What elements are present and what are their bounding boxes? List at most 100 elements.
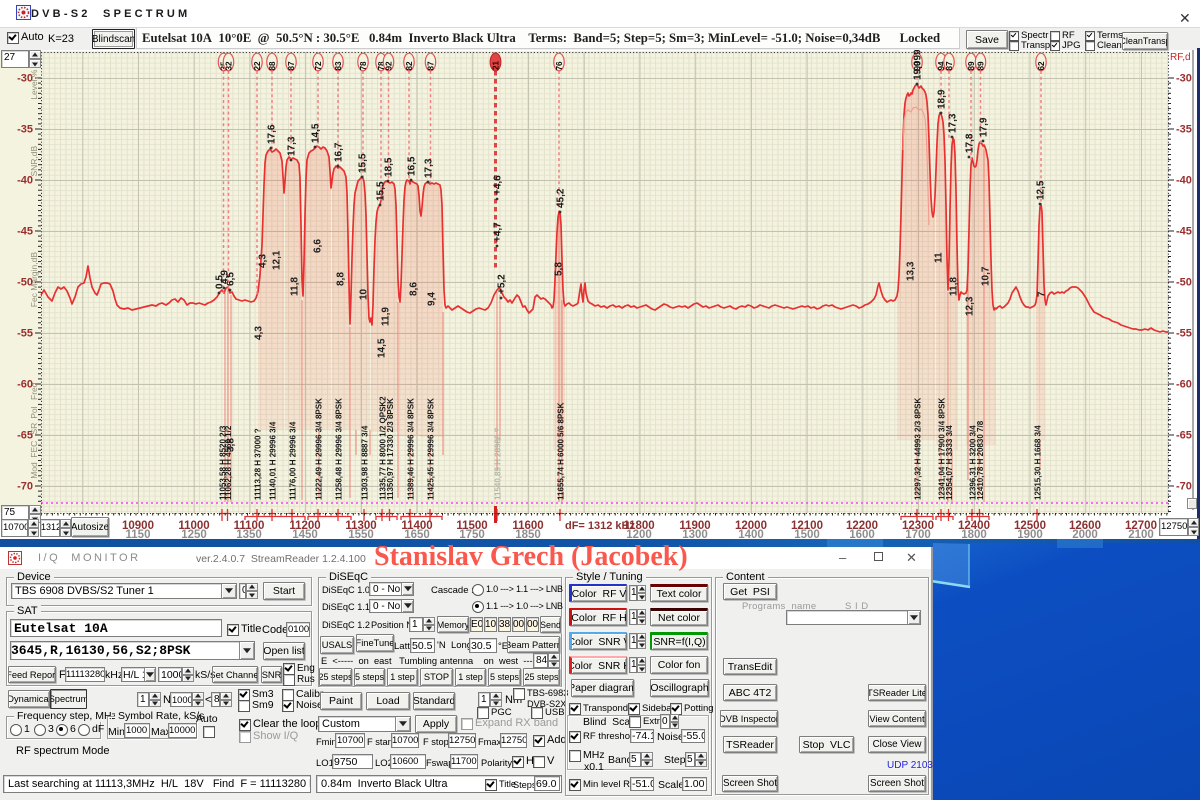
svg-text:12600: 12600 (1069, 520, 1101, 532)
svg-text:RF,d: RF,d (1170, 52, 1191, 63)
svg-text:11300: 11300 (345, 520, 376, 532)
svg-text:12341,04 H 17900 3/4 8PSK: 12341,04 H 17900 3/4 8PSK (938, 397, 947, 500)
svg-text:6,5: 6,5 (226, 272, 237, 286)
svg-text:10,7: 10,7 (981, 266, 992, 286)
svg-text:FEC: FEC (29, 441, 39, 458)
svg-text:8,8: 8,8 (336, 272, 347, 286)
svg-text:Freq: Freq (29, 382, 39, 400)
svg-text:11258,48 H 29996 3/4 8PSK: 11258,48 H 29996 3/4 8PSK (335, 398, 344, 500)
svg-text:-40: -40 (1176, 175, 1192, 187)
svg-text:1600: 1600 (849, 529, 875, 541)
svg-text:SR: SR (29, 423, 39, 435)
svg-text:72: 72 (314, 61, 323, 71)
svg-text:-40: -40 (17, 175, 33, 187)
svg-text:87: 87 (287, 61, 296, 71)
svg-text:1900: 1900 (1017, 529, 1043, 541)
svg-text:-55: -55 (1176, 328, 1192, 340)
svg-text:Mod: Mod (29, 462, 39, 479)
svg-text:11,8: 11,8 (290, 277, 301, 296)
svg-text:87: 87 (427, 61, 436, 71)
svg-text:17,3: 17,3 (948, 113, 959, 133)
svg-text:2100: 2100 (1128, 529, 1154, 541)
svg-text:11500: 11500 (456, 520, 487, 532)
svg-text:11200: 11200 (289, 520, 320, 532)
svg-text:12,3: 12,3 (965, 296, 976, 316)
svg-text:12297,32 H 44993 2/3 8PSK: 12297,32 H 44993 2/3 8PSK (914, 397, 923, 500)
svg-text:15,5: 15,5 (376, 181, 387, 201)
svg-text:-50: -50 (1176, 277, 1192, 289)
svg-text:78: 78 (377, 61, 386, 71)
svg-text:Fec Margin,dB: Fec Margin,dB (29, 252, 39, 308)
svg-text:1400: 1400 (738, 529, 764, 541)
svg-text:-35: -35 (17, 124, 33, 136)
svg-text:12400: 12400 (958, 520, 990, 532)
svg-text:4,3: 4,3 (254, 326, 265, 340)
svg-text:11140,01 H 29996 3/4: 11140,01 H 29996 3/4 (269, 421, 278, 500)
svg-text:11303,98 H 8887 3/4: 11303,98 H 8887 3/4 (361, 425, 370, 500)
svg-text:15,5: 15,5 (358, 153, 369, 173)
svg-text:12396,31 H 3200 3/4: 12396,31 H 3200 3/4 (969, 425, 978, 500)
svg-text:11655,74 H 6000 5/6 8PSK: 11655,74 H 6000 5/6 8PSK (557, 402, 566, 500)
svg-text:14,5: 14,5 (311, 123, 322, 143)
svg-text:62: 62 (1037, 61, 1046, 71)
svg-text:11113,28 H 37000 ?: 11113,28 H 37000 ? (254, 428, 263, 500)
svg-text:12,1: 12,1 (272, 250, 283, 270)
svg-text:13,3: 13,3 (906, 261, 917, 281)
svg-text:19,099: 19,099 (913, 50, 924, 80)
svg-text:-65: -65 (17, 430, 33, 442)
svg-text:7: 7 (1037, 291, 1048, 297)
svg-text:89: 89 (977, 61, 986, 71)
svg-text:+4,7: +4,7 (493, 222, 504, 242)
svg-text:88: 88 (268, 61, 277, 71)
svg-text:4,3: 4,3 (258, 254, 269, 268)
svg-text:12354,07 H 3333 3/4: 12354,07 H 3333 3/4 (945, 425, 954, 500)
svg-text:12200: 12200 (846, 520, 878, 532)
svg-text:21: 21 (492, 60, 501, 70)
svg-text:11053,58 H 8520 2/3: 11053,58 H 8520 2/3 (219, 425, 228, 500)
svg-text:3,8: 3,8 (226, 438, 237, 452)
svg-text:11900: 11900 (679, 520, 710, 532)
svg-text:8,6: 8,6 (409, 282, 420, 296)
svg-text:dF= 1312 kHz: dF= 1312 kHz (565, 520, 636, 532)
svg-text:78: 78 (359, 61, 368, 71)
svg-text:Pol: Pol (29, 406, 39, 418)
svg-text:17,6: 17,6 (267, 124, 278, 144)
svg-text:83: 83 (334, 61, 343, 71)
svg-text:1650: 1650 (404, 529, 430, 541)
svg-text:0,5: 0,5 (215, 275, 226, 289)
svg-text:-35: -35 (1176, 124, 1192, 136)
svg-text:11350,97 H 17330 2/3 8PSK: 11350,97 H 17330 2/3 8PSK (386, 398, 395, 500)
svg-text:82: 82 (405, 61, 414, 71)
svg-text:-30: -30 (17, 73, 33, 85)
svg-text:1550: 1550 (348, 529, 374, 541)
svg-text:76: 76 (555, 61, 564, 71)
svg-text:1350: 1350 (236, 529, 262, 541)
svg-text:-55: -55 (17, 328, 33, 340)
svg-text:-65: -65 (1176, 430, 1192, 442)
svg-text:-60: -60 (1176, 379, 1192, 391)
svg-text:-45: -45 (17, 226, 33, 238)
svg-text:11600: 11600 (512, 520, 543, 532)
svg-text:11389,46 H 29996 3/4 8PSK: 11389,46 H 29996 3/4 8PSK (407, 398, 416, 500)
svg-text:-45: -45 (1176, 226, 1192, 238)
svg-text:+5,2: +5,2 (497, 274, 508, 294)
svg-text:1500: 1500 (794, 529, 820, 541)
svg-text:11: 11 (934, 252, 945, 263)
svg-text:16,5: 16,5 (407, 156, 418, 176)
svg-text:11176,00 H 29996 3/4: 11176,00 H 29996 3/4 (289, 421, 298, 500)
svg-text:10900: 10900 (122, 520, 154, 532)
svg-text:12410,78 H 20830 7/8: 12410,78 H 20830 7/8 (976, 420, 985, 500)
svg-text:94: 94 (937, 61, 946, 71)
svg-text:11540,89 H 28988 ?: 11540,89 H 28988 ? (494, 427, 503, 500)
svg-text:17,3: 17,3 (424, 158, 435, 178)
svg-text:12,5: 12,5 (1036, 180, 1047, 200)
svg-text:45,2: 45,2 (556, 188, 567, 208)
svg-text:12500: 12500 (1014, 520, 1046, 532)
svg-text:11000: 11000 (178, 520, 209, 532)
svg-text:11335,77 H 8000 1/2 QPSK2: 11335,77 H 8000 1/2 QPSK2 (379, 396, 388, 500)
svg-text:1150: 1150 (126, 529, 151, 541)
svg-text:12515,30 H 1668 3/4: 12515,30 H 1668 3/4 (1034, 425, 1043, 500)
svg-text:18,9: 18,9 (937, 89, 948, 109)
svg-text:11,9: 11,9 (381, 307, 392, 326)
svg-text:12300: 12300 (902, 520, 934, 532)
